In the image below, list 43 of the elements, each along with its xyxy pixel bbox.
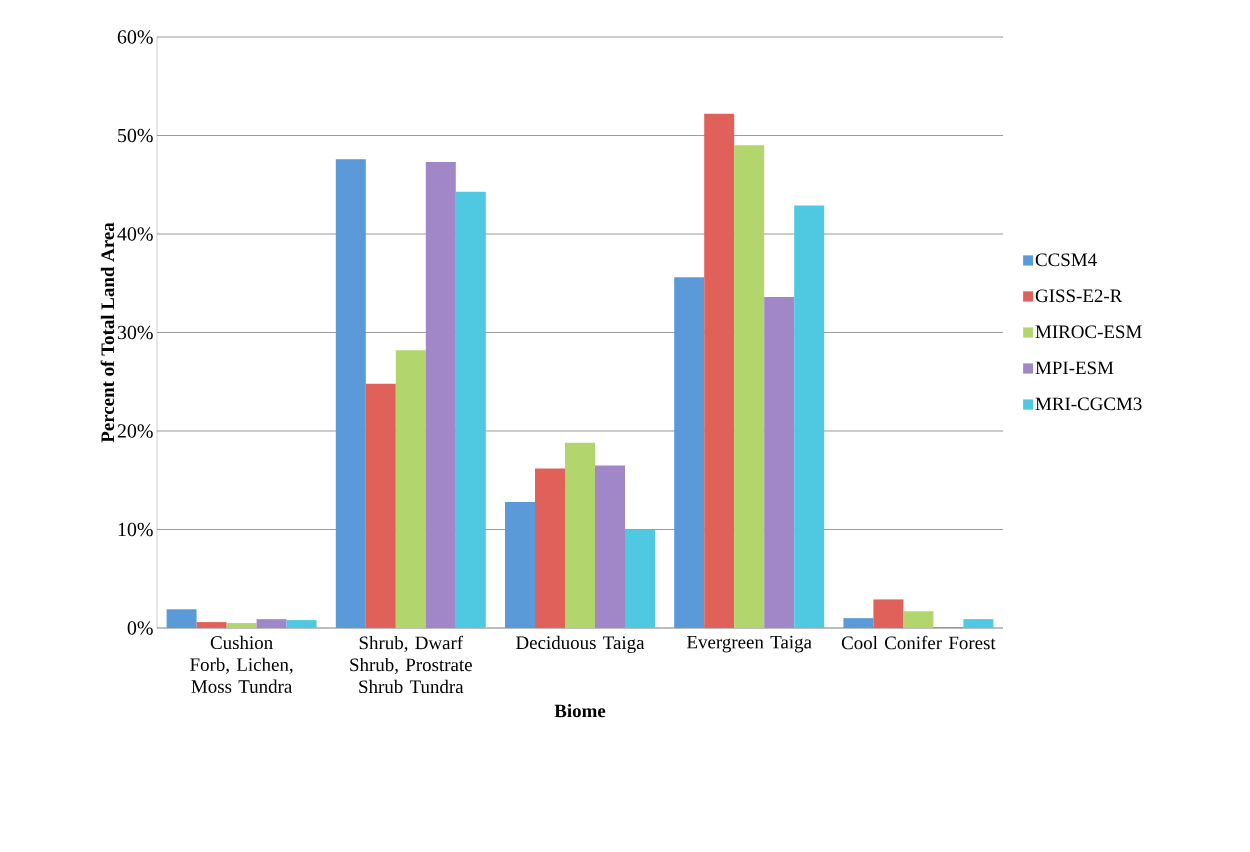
y-tick-label: 10% [118, 522, 153, 537]
bar [734, 145, 765, 628]
legend-label: MPI-ESM [1035, 361, 1114, 375]
bar [704, 113, 735, 628]
bar [565, 442, 595, 628]
bar [764, 297, 795, 628]
y-tick-label: 50% [118, 128, 153, 143]
legend-label: CCSM4 [1035, 253, 1097, 267]
bar [674, 277, 705, 628]
x-tick-label: Cool Conifer Forest [841, 635, 996, 650]
legend-label: MIROC-ESM [1035, 325, 1142, 339]
bar [903, 611, 934, 628]
bar [873, 599, 904, 628]
bar [963, 619, 994, 628]
bar [843, 618, 874, 628]
y-tick-label: 60% [117, 30, 153, 44]
bar [535, 468, 565, 628]
bar [286, 620, 317, 628]
bar [625, 529, 655, 628]
x-tick-label: Shrub, Dwarf Shrub, Prostrate Shrub Tundra [350, 635, 472, 694]
bar [226, 623, 257, 628]
y-tick-label: 40% [117, 227, 153, 241]
bar [365, 383, 396, 628]
y-axis-title: Percent of Total Land Area [100, 222, 115, 443]
x-axis-title: Biome [554, 703, 606, 718]
bar [256, 619, 287, 628]
legend-label: GISS-E2-R [1035, 289, 1123, 303]
bar [395, 350, 426, 628]
bar [794, 205, 825, 628]
y-tick-label: 0% [127, 621, 153, 635]
x-tick-label: Cushion Forb, Lichen, Moss Tundra [190, 635, 293, 693]
bar [595, 465, 625, 628]
x-tick-label: Evergreen Taiga [687, 635, 812, 653]
bar [335, 159, 366, 628]
bar [425, 162, 456, 628]
legend-label: MRI-CGCM3 [1035, 397, 1142, 411]
y-tick-label: 30% [117, 325, 153, 340]
x-tick-label: Deciduous Taiga [516, 635, 645, 653]
bar [455, 191, 486, 628]
bar [505, 501, 535, 628]
y-tick-label: 20% [117, 424, 153, 438]
bar [166, 609, 197, 628]
bar [196, 622, 227, 628]
